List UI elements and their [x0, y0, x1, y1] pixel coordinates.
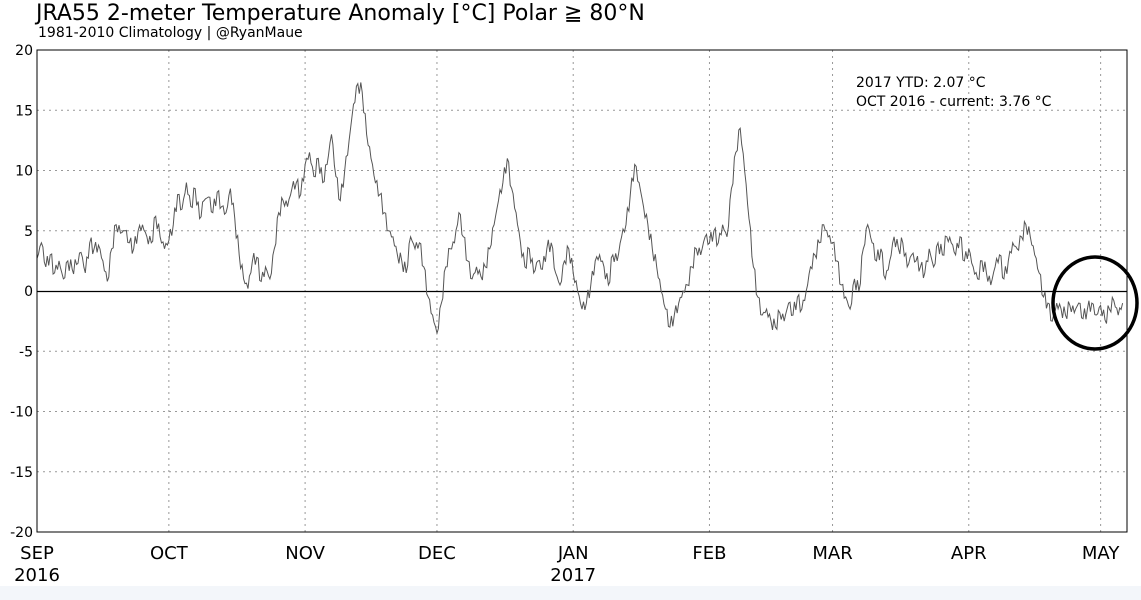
x-tick-label-month: FEB — [692, 543, 726, 564]
chart-title: JRA55 2-meter Temperature Anomaly [°C] P… — [36, 1, 645, 26]
x-tick-label-month: MAR — [812, 543, 852, 564]
x-tick-label-month: APR — [951, 543, 987, 564]
x-tick-label-year: 2016 — [14, 565, 60, 586]
y-tick-label: -10 — [10, 405, 33, 421]
x-tick-label-month: JAN — [557, 543, 589, 564]
annotation-current: OCT 2016 - current: 3.76 °C — [856, 94, 1052, 110]
y-tick-label: -20 — [10, 525, 33, 541]
y-tick-label: 20 — [15, 43, 33, 59]
x-tick-label-month: SEP — [20, 543, 54, 564]
y-tick-label: 0 — [24, 284, 33, 300]
series-line — [36, 82, 1124, 336]
highlight-circle — [1051, 255, 1139, 351]
x-tick-label-month: OCT — [150, 543, 189, 564]
plot-frame — [36, 49, 1128, 533]
x-tick-label-year: 2017 — [550, 565, 596, 586]
y-axis-labels: 20 15 10 5 0 -5 -10 -15 -20 — [10, 43, 33, 541]
x-tick-label-month: NOV — [285, 543, 325, 564]
y-tick-label: 5 — [24, 224, 33, 240]
bottom-band — [0, 586, 1141, 600]
y-tick-label: -15 — [10, 465, 33, 481]
x-tick-label-month: DEC — [418, 543, 456, 564]
annotation-ytd: 2017 YTD: 2.07 °C — [856, 75, 986, 91]
x-tick-label-month: MAY — [1082, 543, 1120, 564]
y-tick-label: 10 — [15, 164, 33, 180]
y-tick-label: -5 — [19, 344, 33, 360]
chart-subtitle: 1981-2010 Climatology | @RyanMaue — [38, 25, 303, 41]
y-tick-label: 15 — [15, 103, 33, 119]
